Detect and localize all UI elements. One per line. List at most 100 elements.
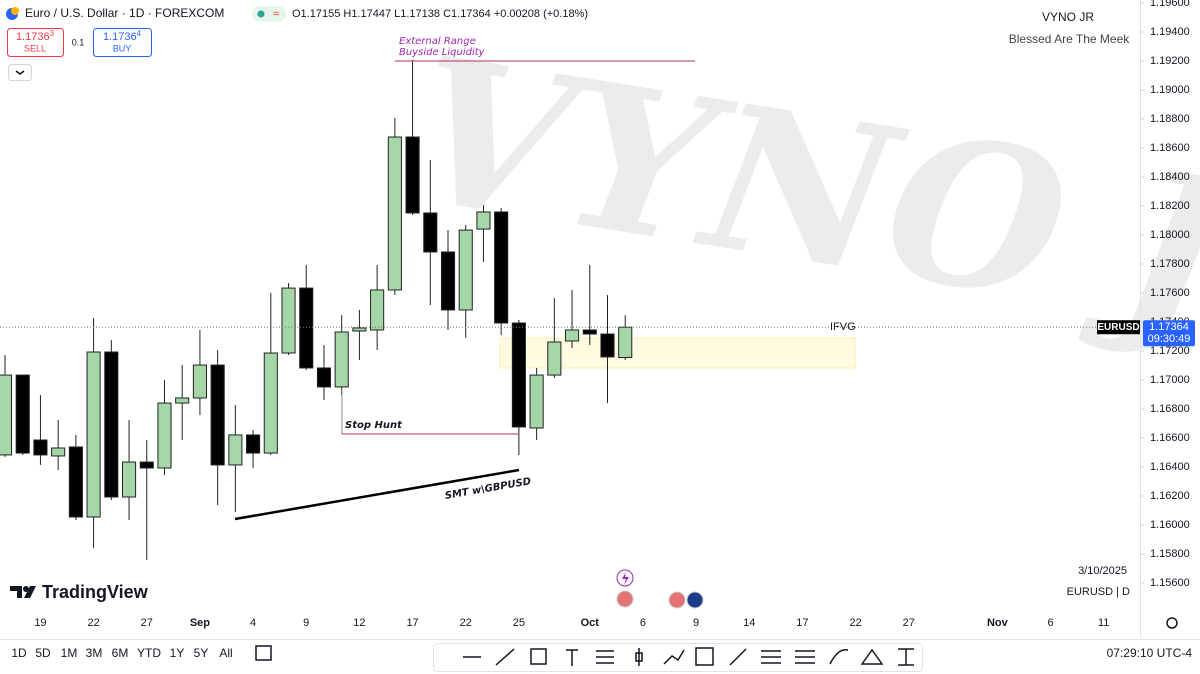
candle-up <box>352 327 367 332</box>
x-tick-label: 4 <box>250 617 256 629</box>
logo-icon <box>10 586 36 598</box>
range-button[interactable]: 1Y <box>170 646 185 660</box>
x-tick-label: 17 <box>406 617 418 629</box>
watermark: VYNO JR <box>370 15 1200 394</box>
lot-size[interactable]: 0.1 <box>72 37 85 47</box>
logo-icon <box>23 586 29 592</box>
logo: TradingView <box>42 582 149 602</box>
candle-down <box>405 136 420 214</box>
candle-up <box>370 289 385 331</box>
y-tick-label: 1.17000 <box>1150 374 1190 386</box>
symbol-title[interactable]: Euro / U.S. Dollar · 1D · FOREXCOM <box>25 6 224 20</box>
candle-up <box>458 229 473 311</box>
x-tick-label: 11 <box>1098 617 1109 629</box>
tool[interactable] <box>829 649 849 665</box>
y-tick-label: 1.16600 <box>1150 432 1190 444</box>
clock: 07:29:10 UTC-4 <box>1107 646 1193 660</box>
tool[interactable] <box>663 649 685 665</box>
buy-label: BUY <box>113 43 132 53</box>
candle-down <box>246 434 261 454</box>
event-icon <box>622 572 629 585</box>
buy-pip: 4 <box>137 29 142 38</box>
symbol-tag <box>1097 320 1140 335</box>
y-tick-label: 1.18400 <box>1150 171 1190 183</box>
event-icon[interactable] <box>668 591 686 609</box>
buy-price: 1.1736 <box>103 31 137 43</box>
candle-down <box>494 211 509 324</box>
range-button[interactable]: 1M <box>61 646 78 660</box>
range-button[interactable]: 5D <box>35 646 51 660</box>
range-button[interactable]: 1D <box>11 646 27 660</box>
event-icon[interactable] <box>616 590 634 608</box>
svg-text:1.17364: 1.17364 <box>103 29 142 43</box>
y-tick-label: 1.19600 <box>1150 0 1190 9</box>
y-tick-label: 1.19200 <box>1150 55 1190 67</box>
date-range-icon[interactable] <box>255 645 272 661</box>
candle-down <box>33 439 48 456</box>
sell-pip: 3 <box>50 29 55 38</box>
tool[interactable] <box>860 648 884 665</box>
candle-down <box>104 351 119 498</box>
chevron <box>15 70 25 75</box>
candle-up <box>281 287 296 354</box>
candle-down <box>15 374 30 454</box>
range-button[interactable]: 6M <box>112 646 129 660</box>
y-tick-label: 1.18200 <box>1150 200 1190 212</box>
tool[interactable] <box>695 647 714 666</box>
candle-up <box>121 461 137 498</box>
tool[interactable] <box>761 650 781 664</box>
candle-up <box>618 326 633 359</box>
range-button[interactable]: 5Y <box>194 646 209 660</box>
drawing-toolbar <box>433 643 923 672</box>
sell-button[interactable] <box>7 28 64 57</box>
tool[interactable] <box>795 650 815 664</box>
x-tick-label: 14 <box>743 617 755 629</box>
chart-date: 3/10/2025 <box>1078 565 1127 577</box>
tool[interactable] <box>530 648 547 665</box>
y-tick-label: 1.18600 <box>1150 142 1190 154</box>
sell-label: SELL <box>24 43 46 53</box>
candle-down <box>423 212 438 253</box>
candle-up <box>192 364 207 399</box>
symbol-interval: EURUSD | D <box>1067 586 1130 598</box>
x-tick-label: 9 <box>693 617 699 629</box>
settings-icon[interactable] <box>1166 617 1178 629</box>
candle-down <box>139 461 154 469</box>
price-tag-value: 1.17364 <box>1149 321 1189 333</box>
candle-down <box>600 333 615 358</box>
x-tick-label: 6 <box>640 617 646 629</box>
x-tick-label: 17 <box>796 617 808 629</box>
annotation: External Range <box>399 36 476 47</box>
candle-up <box>86 351 101 518</box>
symbol-icon <box>11 7 19 15</box>
y-tick-label: 1.15600 <box>1150 577 1190 589</box>
tool[interactable] <box>596 650 614 664</box>
x-tick-label: 12 <box>353 617 365 629</box>
y-tick-label: 1.18000 <box>1150 229 1190 241</box>
tool[interactable] <box>729 648 747 666</box>
svg-text:1.17363: 1.17363 <box>16 29 55 43</box>
range-button[interactable]: 3M <box>86 646 103 660</box>
y-tick-label: 1.16200 <box>1150 490 1190 502</box>
range-button[interactable]: YTD <box>137 646 161 660</box>
tool[interactable] <box>898 648 914 666</box>
tool[interactable] <box>635 648 643 666</box>
event-icon[interactable] <box>686 591 704 609</box>
y-tick-label: 1.17200 <box>1150 345 1190 357</box>
y-tick-label: 1.17800 <box>1150 258 1190 270</box>
y-tick-label: 1.17600 <box>1150 287 1190 299</box>
range-bar: 1D 5D 1M 3M 6M YTD 1Y 5Y All <box>11 646 232 660</box>
y-tick-label: 1.18800 <box>1150 113 1190 125</box>
candle-down <box>210 364 225 466</box>
range-button[interactable]: All <box>219 646 232 660</box>
tool[interactable] <box>566 649 578 666</box>
x-tick-label: Sep <box>190 617 210 629</box>
y-tick-label: 1.19000 <box>1150 84 1190 96</box>
buy-button[interactable] <box>93 28 152 57</box>
tool[interactable] <box>495 648 515 666</box>
collapse-button[interactable] <box>8 64 32 81</box>
market-status <box>257 10 265 18</box>
candle-up <box>334 331 349 388</box>
x-tick-label: Nov <box>987 617 1009 629</box>
